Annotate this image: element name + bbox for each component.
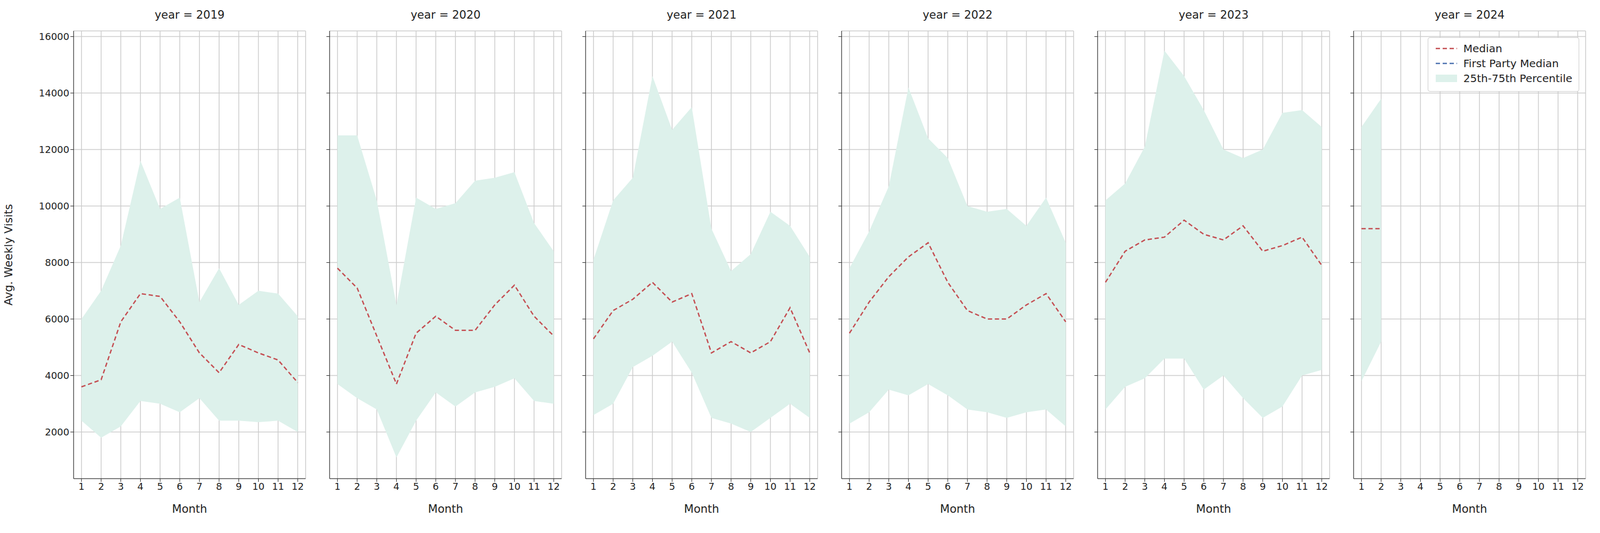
svg-text:14000: 14000 xyxy=(38,87,70,99)
svg-text:2: 2 xyxy=(354,481,360,493)
svg-text:1: 1 xyxy=(78,481,85,493)
svg-text:5: 5 xyxy=(668,481,675,493)
svg-text:11: 11 xyxy=(272,481,285,493)
svg-text:8: 8 xyxy=(984,481,990,493)
svg-text:4000: 4000 xyxy=(44,370,70,382)
svg-text:Month: Month xyxy=(940,502,976,516)
svg-text:4: 4 xyxy=(137,481,144,493)
svg-text:16000: 16000 xyxy=(38,30,70,43)
html-text:Median: Median xyxy=(1463,42,1503,55)
svg-text:7: 7 xyxy=(452,481,459,493)
svg-text:3: 3 xyxy=(1397,481,1404,493)
svg-text:6000: 6000 xyxy=(44,313,70,325)
svg-text:9: 9 xyxy=(235,481,242,493)
svg-text:12: 12 xyxy=(547,481,560,493)
html-text:year = 2024: year = 2024 xyxy=(1434,8,1505,22)
svg-text:4: 4 xyxy=(393,481,400,493)
svg-text:9: 9 xyxy=(747,481,754,493)
svg-text:12: 12 xyxy=(1059,481,1072,493)
svg-text:Avg. Weekly Visits: Avg. Weekly Visits xyxy=(4,204,15,306)
svg-text:2: 2 xyxy=(98,481,104,493)
svg-text:11: 11 xyxy=(1552,481,1565,493)
svg-text:11: 11 xyxy=(784,481,797,493)
svg-text:1: 1 xyxy=(334,481,341,493)
svg-text:2000: 2000 xyxy=(44,426,70,438)
svg-text:8: 8 xyxy=(1496,481,1502,493)
svg-text:6: 6 xyxy=(1456,481,1463,493)
svg-text:Month: Month xyxy=(428,502,464,516)
svg-text:7: 7 xyxy=(196,481,203,493)
svg-text:Month: Month xyxy=(684,502,720,516)
svg-text:4: 4 xyxy=(1161,481,1168,493)
html-text:year = 2019: year = 2019 xyxy=(154,8,225,22)
svg-text:1: 1 xyxy=(1358,481,1365,493)
svg-text:2: 2 xyxy=(866,481,872,493)
svg-text:3: 3 xyxy=(1141,481,1148,493)
svg-text:10000: 10000 xyxy=(38,200,70,212)
svg-text:8: 8 xyxy=(1240,481,1246,493)
svg-text:6: 6 xyxy=(688,481,695,493)
svg-text:7: 7 xyxy=(708,481,715,493)
svg-text:12: 12 xyxy=(1315,481,1328,493)
svg-text:6: 6 xyxy=(176,481,183,493)
svg-text:12: 12 xyxy=(291,481,304,493)
svg-text:12: 12 xyxy=(803,481,816,493)
svg-text:11: 11 xyxy=(528,481,541,493)
svg-text:4: 4 xyxy=(1417,481,1424,493)
svg-text:10: 10 xyxy=(1532,481,1545,493)
svg-text:6: 6 xyxy=(432,481,439,493)
svg-text:11: 11 xyxy=(1296,481,1309,493)
html-text:year = 2023: year = 2023 xyxy=(1178,8,1249,22)
svg-text:9: 9 xyxy=(1515,481,1522,493)
svg-text:10: 10 xyxy=(1020,481,1033,493)
svg-text:2: 2 xyxy=(610,481,616,493)
svg-text:10: 10 xyxy=(252,481,265,493)
svg-text:10: 10 xyxy=(764,481,777,493)
svg-text:10: 10 xyxy=(508,481,521,493)
svg-text:9: 9 xyxy=(1003,481,1010,493)
svg-text:11: 11 xyxy=(1040,481,1053,493)
svg-text:Month: Month xyxy=(172,502,208,516)
svg-text:6: 6 xyxy=(944,481,951,493)
svg-text:2: 2 xyxy=(1122,481,1128,493)
svg-text:Month: Month xyxy=(1196,502,1232,516)
svg-text:3: 3 xyxy=(373,481,380,493)
svg-text:Month: Month xyxy=(1452,502,1488,516)
svg-text:2: 2 xyxy=(1378,481,1384,493)
svg-text:8: 8 xyxy=(728,481,734,493)
svg-text:3: 3 xyxy=(117,481,124,493)
html-text:year = 2022: year = 2022 xyxy=(922,8,993,22)
svg-text:5: 5 xyxy=(1436,481,1443,493)
svg-text:5: 5 xyxy=(924,481,931,493)
svg-text:7: 7 xyxy=(1220,481,1227,493)
svg-text:9: 9 xyxy=(1259,481,1266,493)
svg-text:10: 10 xyxy=(1276,481,1289,493)
svg-text:9: 9 xyxy=(491,481,498,493)
svg-text:3: 3 xyxy=(629,481,636,493)
svg-text:12000: 12000 xyxy=(38,144,70,156)
html-text:First Party Median: First Party Median xyxy=(1463,57,1559,70)
svg-text:5: 5 xyxy=(412,481,419,493)
svg-text:8: 8 xyxy=(472,481,478,493)
html-text:year = 2020: year = 2020 xyxy=(410,8,481,22)
svg-text:6: 6 xyxy=(1200,481,1207,493)
svg-text:4: 4 xyxy=(905,481,912,493)
svg-text:12: 12 xyxy=(1571,481,1584,493)
svg-text:8: 8 xyxy=(216,481,222,493)
svg-text:7: 7 xyxy=(964,481,971,493)
svg-text:8000: 8000 xyxy=(44,257,70,269)
svg-text:7: 7 xyxy=(1476,481,1483,493)
html-text:year = 2021: year = 2021 xyxy=(666,8,737,22)
svg-text:5: 5 xyxy=(156,481,163,493)
svg-text:1: 1 xyxy=(846,481,853,493)
html-text:25th-75th Percentile: 25th-75th Percentile xyxy=(1463,72,1573,85)
svg-text:5: 5 xyxy=(1180,481,1187,493)
svg-text:1: 1 xyxy=(1102,481,1109,493)
svg-text:4: 4 xyxy=(649,481,656,493)
svg-text:1: 1 xyxy=(590,481,597,493)
svg-text:3: 3 xyxy=(885,481,892,493)
